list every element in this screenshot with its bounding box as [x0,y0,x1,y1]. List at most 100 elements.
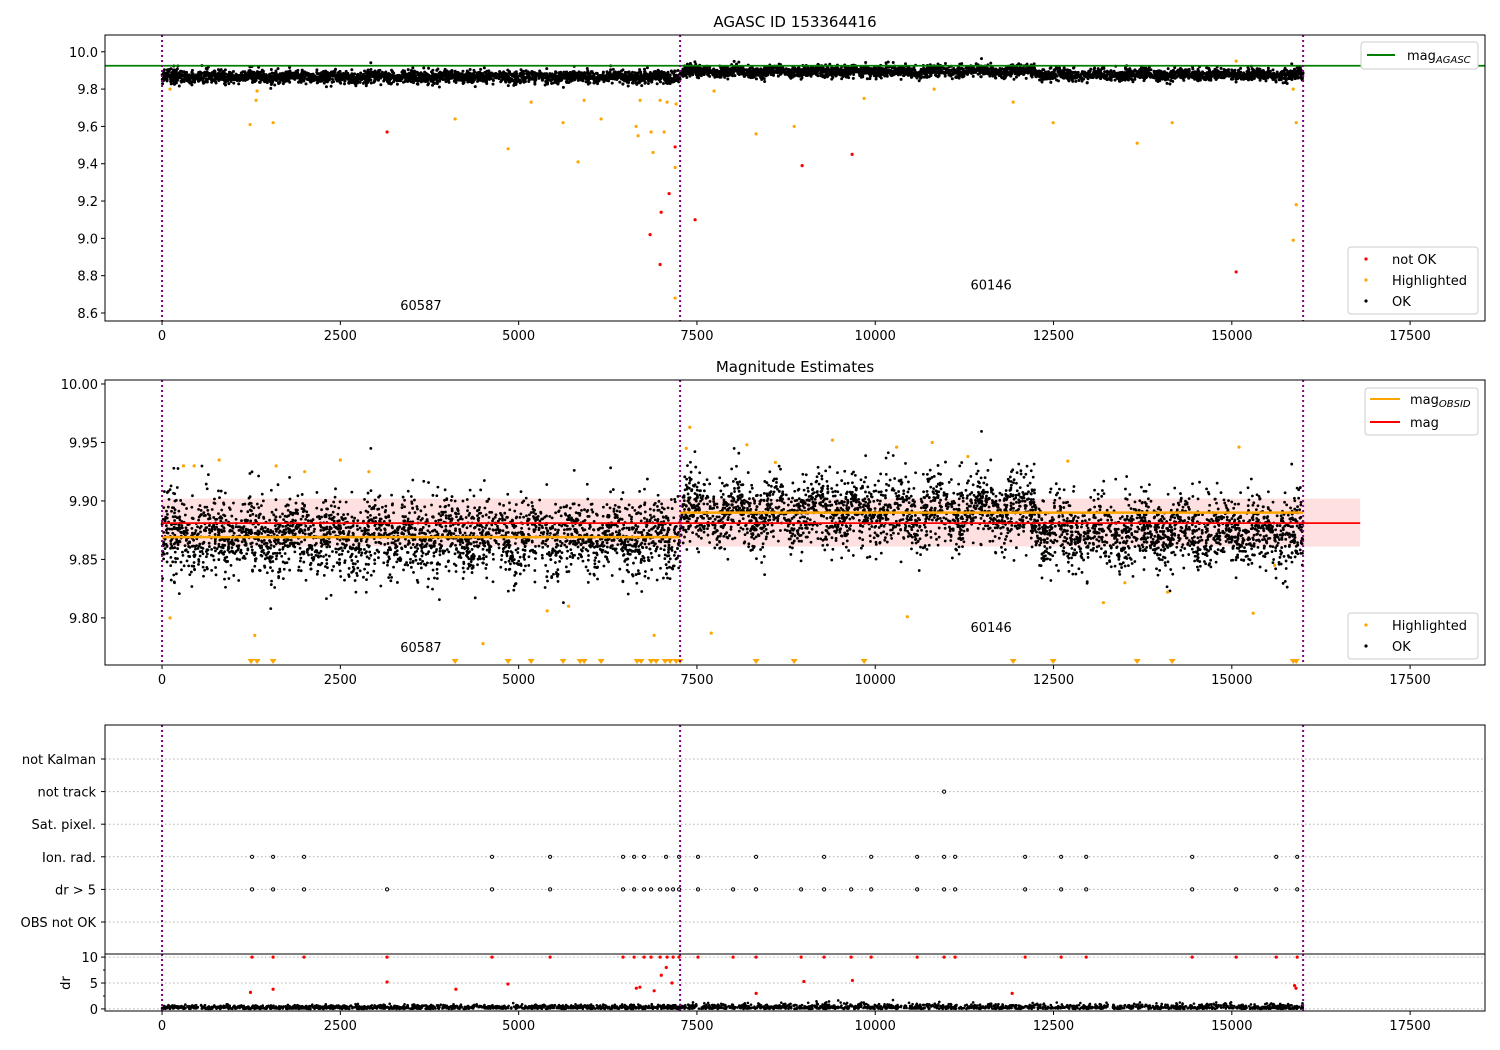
ok-point [893,68,897,72]
ok-point [261,69,265,73]
ok-point [737,71,741,75]
ok-point [471,78,475,82]
ok-point [334,77,338,81]
ok-point [712,68,716,72]
ok-point [597,74,601,78]
ok-point [359,71,363,75]
ok-point [332,80,336,84]
ok-point [321,78,325,82]
ok-point [628,78,632,82]
ok-point [554,78,558,82]
ok-point [979,69,983,73]
ok-point [815,72,819,76]
ok-point [224,79,228,83]
ok-point [558,78,562,82]
ok-point [759,67,763,71]
ok-point [366,74,370,78]
ok-point [687,72,691,76]
ok-point [384,71,388,75]
ok-point [740,67,744,71]
ok-point [854,67,858,71]
ok-point [761,72,765,76]
ok-point [1018,70,1022,74]
ok-point [268,72,272,76]
ok-point [933,69,937,73]
ok-point [506,68,510,72]
ok-point [715,75,719,79]
ok-point [169,67,173,71]
ok-point [358,77,362,81]
ok-point [416,77,420,81]
ok-point [497,77,501,81]
ok-point [1024,76,1028,80]
ok-point [522,69,526,73]
ok-point [913,71,917,75]
ok-point [702,70,706,74]
ok-point [687,67,691,71]
ok-point [197,72,201,76]
ok-point [445,74,449,78]
ok-point [321,69,325,73]
ok-point [884,70,888,74]
ok-point [461,69,465,73]
ok-point [166,70,170,74]
ok-point [673,69,677,73]
ok-point [830,77,834,81]
ok-point [935,74,939,78]
ok-point [295,74,299,78]
ok-point [305,77,309,81]
ok-point [655,82,659,86]
ok-point [1025,67,1029,71]
ok-point [879,67,883,71]
ok-point [460,72,464,76]
ok-point [245,72,249,76]
ok-point [565,78,569,82]
ok-point [392,80,396,84]
ok-point [918,72,922,76]
ok-point [708,74,712,78]
ok-point [374,73,378,77]
ok-point [726,77,730,81]
ok-point [929,73,933,77]
ok-point [831,66,835,70]
ok-point [190,70,194,74]
ok-point [675,78,679,82]
ok-point [1290,62,1294,66]
ok-point [1022,67,1026,71]
ok-point [623,70,627,74]
ok-point [645,66,649,70]
ok-point [584,77,588,81]
ok-point [905,67,909,71]
ok-point [485,81,489,85]
ok-point [232,81,236,85]
ok-point [482,76,486,80]
ok-point [513,74,517,78]
ok-point [989,61,993,65]
ok-point [499,71,503,75]
ok-point [581,77,585,81]
ok-point [179,74,183,78]
ok-point [721,71,725,75]
ok-point [855,70,859,74]
ok-point [865,77,869,81]
ok-point [537,76,541,80]
ok-point [736,66,740,70]
ok-point [175,74,179,78]
ok-point [969,71,973,75]
ok-point [226,77,230,81]
ok-point [475,73,479,77]
ok-point [350,79,354,83]
ok-point [228,74,232,78]
ok-point [468,75,472,79]
ok-point [841,70,845,74]
ok-point [1034,72,1038,76]
ok-point [864,60,868,64]
ok-point [673,74,677,78]
ok-point [559,72,563,76]
ok-point [915,76,919,80]
ok-point [328,74,332,78]
ok-point [422,66,426,70]
ok-point [968,69,972,73]
ok-point [901,71,905,75]
ok-point [465,76,469,80]
